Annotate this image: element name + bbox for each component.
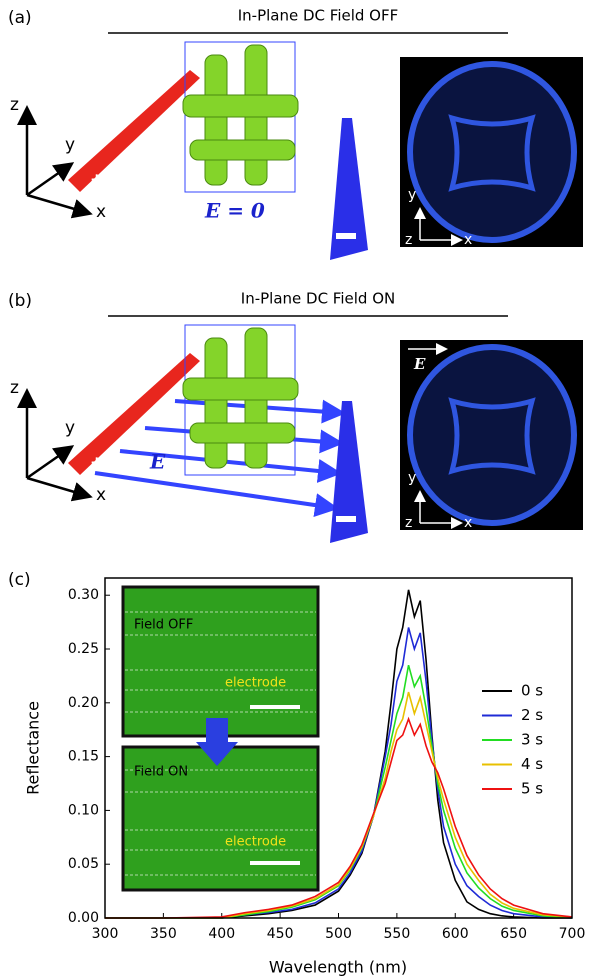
rod — [205, 338, 227, 468]
image-axis-y: y — [408, 470, 416, 486]
scale-bar — [250, 705, 300, 709]
cube — [183, 42, 298, 192]
x-tick-label: 650 — [500, 926, 527, 942]
minus-sign — [336, 233, 356, 239]
panel-label: (c) — [8, 570, 31, 590]
panel-label: (a) — [8, 8, 32, 28]
image-axis-x: x — [464, 232, 472, 248]
sphere — [410, 64, 574, 240]
x-tick-label: 550 — [384, 926, 411, 942]
legend-label: 5 s — [521, 780, 543, 798]
axis-z: z — [10, 95, 19, 115]
rod — [205, 55, 227, 185]
rod — [190, 423, 295, 443]
inset: Field OFF electrode — [123, 587, 318, 736]
axis-y: y — [65, 135, 75, 155]
inset-annotation: electrode — [225, 676, 286, 691]
y-tick-label: 0.10 — [68, 802, 99, 818]
image-field-label: E — [413, 355, 426, 373]
y-tick-label: 0.30 — [68, 587, 99, 603]
legend-label: 0 s — [521, 682, 543, 700]
x-tick-label: 500 — [325, 926, 352, 942]
panel-title: In-Plane DC Field ON — [241, 290, 395, 308]
x-tick-label: 700 — [559, 926, 586, 942]
axis-z: z — [10, 378, 19, 398]
cube — [183, 325, 298, 475]
inset-image — [123, 587, 318, 736]
y-axis-title: Reflectance — [24, 701, 43, 795]
panel-label: (b) — [8, 291, 32, 311]
inset-label: Field OFF — [134, 618, 193, 633]
y-tick-label: 0.25 — [68, 641, 99, 657]
x-tick-label: 300 — [92, 926, 119, 942]
image-axis-x: x — [464, 515, 472, 531]
field-label: E — [149, 450, 166, 474]
y-tick-label: 0.20 — [68, 695, 99, 711]
axis-x: x — [96, 202, 106, 222]
inset: Field ON electrode — [123, 747, 318, 890]
minus-sign — [336, 516, 356, 522]
plus-sign: + — [90, 453, 103, 472]
panel-a: (a) In-Plane DC Field OFF + E = 0 z y x … — [8, 7, 583, 261]
plus-sign: + — [90, 170, 103, 189]
rod — [190, 140, 295, 160]
x-tick-label: 350 — [150, 926, 177, 942]
x-tick-label: 600 — [442, 926, 469, 942]
inset-annotation: electrode — [225, 835, 286, 850]
x-tick-label: 400 — [208, 926, 235, 942]
legend-label: 3 s — [521, 731, 543, 749]
inset-label: Field ON — [134, 765, 188, 780]
y-tick-label: 0.00 — [68, 910, 99, 926]
y-tick-label: 0.05 — [68, 856, 99, 872]
scale-bar — [250, 861, 300, 865]
image-axis-z: z — [405, 515, 412, 531]
axes-3d — [27, 110, 88, 213]
insets: Field OFF electrode Field ON electrode — [123, 587, 318, 890]
sphere — [410, 347, 574, 523]
rod — [183, 378, 298, 400]
electrode-positive — [68, 70, 200, 192]
y-tick-label: 0.15 — [68, 749, 99, 765]
panel-b: (b) In-Plane DC Field ON + E z y x E y z… — [8, 290, 583, 544]
x-tick-label: 450 — [267, 926, 294, 942]
axis-x: x — [96, 485, 106, 505]
legend-label: 4 s — [521, 755, 543, 773]
rod — [183, 95, 298, 117]
x-axis-title: Wavelength (nm) — [269, 958, 407, 977]
figure: (a) In-Plane DC Field OFF + E = 0 z y x … — [0, 0, 591, 980]
panel-title: In-Plane DC Field OFF — [238, 7, 399, 25]
axes-3d — [27, 393, 88, 496]
axis-y: y — [65, 418, 75, 438]
field-label: E = 0 — [204, 199, 265, 223]
image-axis-y: y — [408, 187, 416, 203]
image-axis-z: z — [405, 232, 412, 248]
legend-label: 2 s — [521, 706, 543, 724]
